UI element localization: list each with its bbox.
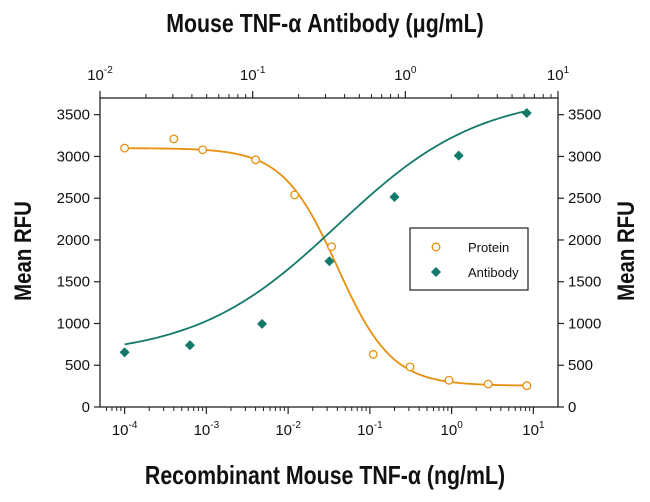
y-tick-label-left: 2000	[57, 232, 90, 249]
data-point-antibody	[389, 191, 400, 202]
data-point-antibody	[453, 150, 464, 161]
x-tick-label: 101	[522, 420, 545, 439]
data-point-antibody	[184, 340, 195, 351]
y-tick-label-right: 3000	[568, 148, 601, 165]
data-point-protein	[198, 145, 208, 155]
y-tick-label-right: 3500	[568, 107, 601, 124]
data-point-protein	[368, 349, 378, 359]
data-point-antibody	[324, 256, 335, 267]
data-point-protein	[290, 190, 300, 200]
x-tick-label: 10-4	[112, 420, 138, 439]
data-point-protein	[444, 375, 454, 385]
data-point-protein	[169, 134, 179, 144]
data-point-antibody	[521, 108, 532, 119]
data-point-antibody	[119, 347, 130, 358]
x-tick-label: 10-3	[194, 420, 220, 439]
data-point-antibody	[257, 318, 268, 329]
y-tick-label-right: 500	[568, 357, 593, 374]
data-point-protein	[251, 155, 261, 165]
legend-label-antibody: Antibody	[468, 265, 519, 280]
y-tick-label-right: 1000	[568, 315, 601, 332]
y-tick-label-right: 2000	[568, 232, 601, 249]
data-point-protein	[522, 381, 532, 391]
data-point-protein	[327, 242, 337, 252]
y-tick-label-left: 3000	[57, 148, 90, 165]
chart-title: Mouse TNF-α Antibody (μg/mL)	[166, 8, 484, 38]
y-tick-label-left: 1000	[57, 315, 90, 332]
y-tick-label-left: 1500	[57, 274, 90, 291]
x-tick-label: 10-1	[357, 420, 383, 439]
y-tick-label-right: 2500	[568, 190, 601, 207]
y-tick-label-right: 1500	[568, 274, 601, 291]
x2-tick-label: 10-1	[240, 65, 266, 84]
x-axis-label: Recombinant Mouse TNF-α (ng/mL)	[144, 460, 506, 490]
y-tick-label-left: 500	[65, 357, 90, 374]
data-point-protein	[483, 379, 493, 389]
y-tick-label-left: 3500	[57, 107, 90, 124]
x-tick-label: 10-2	[275, 420, 301, 439]
data-point-protein	[120, 143, 130, 153]
y-tick-label-right: 0	[568, 399, 576, 416]
legend-box	[409, 227, 529, 291]
x2-tick-label: 10-2	[87, 65, 113, 84]
legend-marker-protein	[431, 242, 441, 252]
legend-label-protein: Protein	[468, 240, 509, 255]
x-tick-label: 100	[441, 420, 464, 439]
data-point-protein	[405, 362, 415, 372]
fit-curve-antibody	[124, 110, 527, 346]
y-tick-label-left: 0	[82, 399, 90, 416]
x2-tick-label: 100	[394, 65, 417, 84]
legend-marker-antibody	[430, 266, 442, 278]
x2-tick-label: 101	[547, 65, 570, 84]
y-tick-label-left: 2500	[57, 190, 90, 207]
plot-frame	[99, 97, 559, 408]
fit-curve-protein	[124, 147, 527, 387]
